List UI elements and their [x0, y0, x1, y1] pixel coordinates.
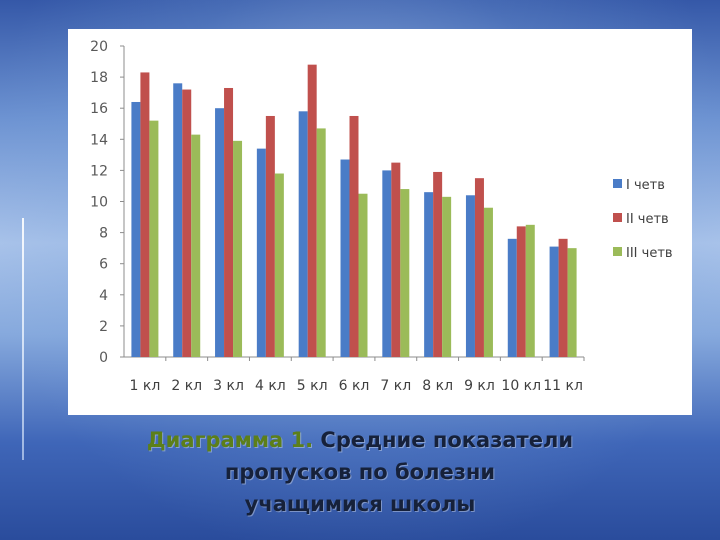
- bar: [567, 248, 577, 357]
- caption-line-3: учащимися школы: [244, 492, 476, 516]
- bar: [358, 193, 368, 357]
- caption-text-1: Средние показатели: [313, 428, 574, 452]
- bar: [558, 238, 568, 357]
- legend-label: III четв: [626, 246, 673, 261]
- bar: [233, 140, 243, 357]
- bar: [298, 111, 308, 357]
- bar: [349, 115, 359, 357]
- bar: [149, 120, 159, 357]
- y-tick-label: 20: [90, 39, 108, 55]
- bar: [173, 83, 183, 357]
- y-tick-label: 6: [99, 257, 108, 273]
- bar: [391, 162, 401, 357]
- x-tick-label: 9 кл: [464, 378, 495, 394]
- y-tick-label: 14: [90, 132, 108, 148]
- y-tick-label: 12: [90, 163, 108, 179]
- bar: [516, 226, 526, 357]
- bar: [433, 171, 443, 357]
- y-tick-label: 4: [99, 288, 108, 304]
- y-tick-label: 18: [90, 70, 108, 86]
- bar: [340, 159, 350, 357]
- x-tick-label: 5 кл: [297, 378, 328, 394]
- bar: [131, 101, 141, 357]
- bar: [224, 87, 234, 358]
- chart-panel: 0 2 4 6 8 10 12 14 16 18 20 1 кл 2 кл 3 кл 4 кл 5 кл 6 к…: [68, 29, 692, 415]
- bar: [265, 115, 275, 357]
- x-tick-label: 6 кл: [339, 378, 370, 394]
- x-tick-label: 4 кл: [255, 378, 286, 394]
- legend-swatch: [613, 213, 622, 222]
- x-tick-label: 2 кл: [171, 378, 202, 394]
- bar: [215, 108, 225, 357]
- bar: [442, 196, 452, 357]
- bar: [382, 170, 392, 357]
- bar: [256, 148, 266, 357]
- bar: [474, 178, 484, 357]
- x-tick-label: 10 кл: [501, 378, 541, 394]
- legend-swatch: [613, 247, 622, 256]
- bar: [182, 89, 192, 357]
- bar: [274, 173, 284, 357]
- y-tick-label: 2: [99, 319, 108, 335]
- x-tick-label: 8 кл: [422, 378, 453, 394]
- y-tick-label: 16: [90, 101, 108, 117]
- y-tick-label: 0: [99, 350, 108, 366]
- bar: [307, 64, 317, 357]
- bar: [400, 189, 410, 357]
- bar: [316, 128, 326, 357]
- y-tick-label: 8: [99, 226, 108, 242]
- bar: [140, 72, 150, 357]
- bar: [507, 238, 517, 357]
- legend-swatch: [613, 179, 622, 188]
- decorative-vertical-line: [22, 218, 24, 460]
- bar-chart: 0 2 4 6 8 10 12 14 16 18 20 1 кл 2 кл 3 кл 4 кл 5 кл 6 к…: [90, 39, 673, 394]
- bar: [483, 207, 493, 357]
- caption-line-1: Диаграмма 1. Средние показатели: [60, 424, 660, 456]
- x-tick-label: 1 кл: [130, 378, 161, 394]
- x-tick-label: 7 кл: [380, 378, 411, 394]
- x-tick-label: 11 кл: [543, 378, 583, 394]
- caption-line-2: пропусков по болезни: [224, 460, 496, 484]
- legend-label: I четв: [626, 178, 665, 193]
- chart-caption: Диаграмма 1. Средние показатели пропуско…: [60, 424, 660, 520]
- bar: [191, 134, 201, 357]
- bar: [424, 192, 434, 357]
- y-tick-label: 10: [90, 195, 108, 211]
- bar: [465, 195, 475, 357]
- legend-label: II четв: [626, 212, 669, 227]
- bar: [525, 224, 535, 357]
- caption-lead: Диаграмма 1.: [146, 428, 314, 452]
- x-tick-label: 3 кл: [213, 378, 244, 394]
- bar: [549, 246, 559, 357]
